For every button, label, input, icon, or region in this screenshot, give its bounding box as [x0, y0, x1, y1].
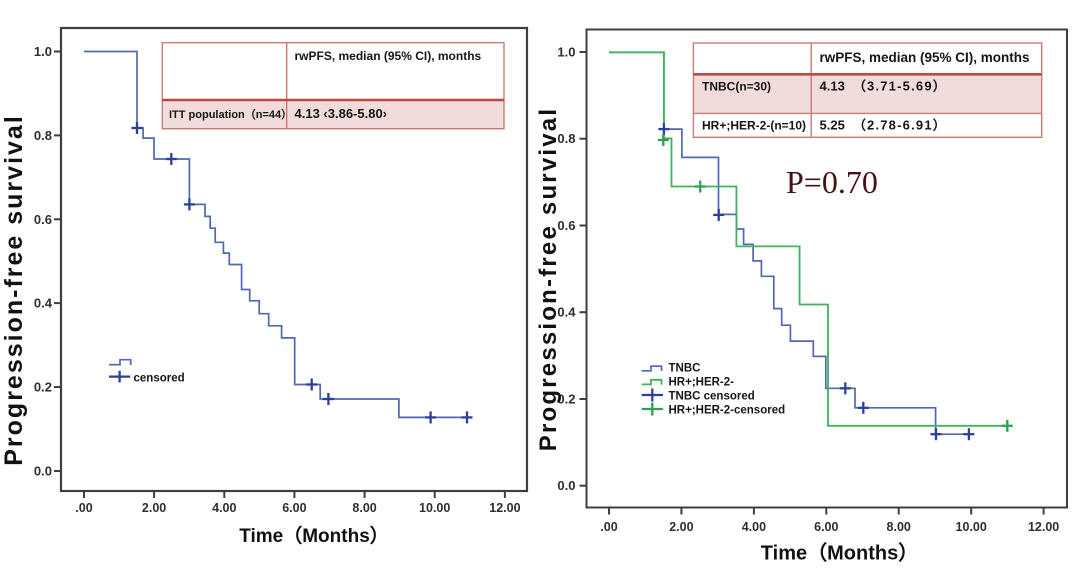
svg-text:4.13 ‹3.86-5.80›: 4.13 ‹3.86-5.80›: [295, 106, 388, 121]
svg-text:Time（Months）: Time（Months）: [761, 542, 918, 565]
svg-text:Time（Months）: Time（Months）: [239, 524, 389, 547]
svg-text:0.4: 0.4: [557, 305, 576, 320]
svg-text:HR+;HER-2-(n=10): HR+;HER-2-(n=10): [702, 119, 806, 133]
svg-text:0.2: 0.2: [557, 392, 575, 407]
svg-text:4.13（3.71-5.69）: 4.13 （3.71-5.69）: [820, 79, 947, 94]
svg-text:6.00: 6.00: [282, 501, 306, 515]
svg-text:5.25（2.78-6.91）: 5.25 （2.78-6.91）: [820, 118, 947, 133]
svg-text:censored: censored: [134, 373, 185, 385]
svg-text:1.0: 1.0: [34, 44, 52, 59]
svg-text:0.2: 0.2: [34, 380, 52, 395]
svg-text:HR+;HER-2-: HR+;HER-2-: [669, 377, 735, 389]
svg-text:ITT population（n=44）: ITT population（n=44）: [169, 108, 292, 121]
svg-text:12.00: 12.00: [489, 501, 520, 515]
svg-text:0.6: 0.6: [34, 212, 52, 227]
svg-text:6.00: 6.00: [814, 520, 838, 534]
svg-text:12.00: 12.00: [1028, 520, 1059, 534]
svg-text:TNBC: TNBC: [669, 363, 701, 375]
svg-text:0.0: 0.0: [557, 478, 575, 493]
svg-text:.00: .00: [600, 520, 617, 534]
svg-text:rwPFS, median (95% CI), months: rwPFS, median (95% CI), months: [820, 50, 1030, 65]
svg-text:4.00: 4.00: [212, 501, 236, 515]
svg-text:.00: .00: [75, 501, 92, 515]
svg-text:1.0: 1.0: [557, 45, 575, 60]
svg-text:0.0: 0.0: [34, 464, 52, 479]
svg-text:8.00: 8.00: [887, 520, 911, 534]
svg-text:0.8: 0.8: [557, 131, 575, 146]
svg-text:10.00: 10.00: [419, 501, 450, 515]
svg-text:Progression-free survival: Progression-free survival: [0, 114, 28, 466]
svg-text:2.00: 2.00: [669, 520, 693, 534]
svg-text:TNBC censored: TNBC censored: [669, 391, 755, 403]
svg-text:2.00: 2.00: [142, 501, 166, 515]
svg-text:0.6: 0.6: [557, 218, 575, 233]
svg-text:0.4: 0.4: [34, 296, 53, 311]
svg-text:Progression-free survival: Progression-free survival: [535, 107, 562, 451]
svg-text:rwPFS, median (95% CI), months: rwPFS, median (95% CI), months: [295, 49, 482, 63]
svg-text:10.00: 10.00: [956, 520, 987, 534]
svg-text:4.00: 4.00: [742, 520, 766, 534]
svg-text:P=0.70: P=0.70: [786, 164, 878, 200]
svg-text:8.00: 8.00: [352, 501, 376, 515]
svg-text:0.8: 0.8: [34, 128, 52, 143]
svg-text:HR+;HER-2-censored: HR+;HER-2-censored: [669, 405, 786, 417]
svg-text:TNBC(n=30): TNBC(n=30): [702, 80, 771, 94]
